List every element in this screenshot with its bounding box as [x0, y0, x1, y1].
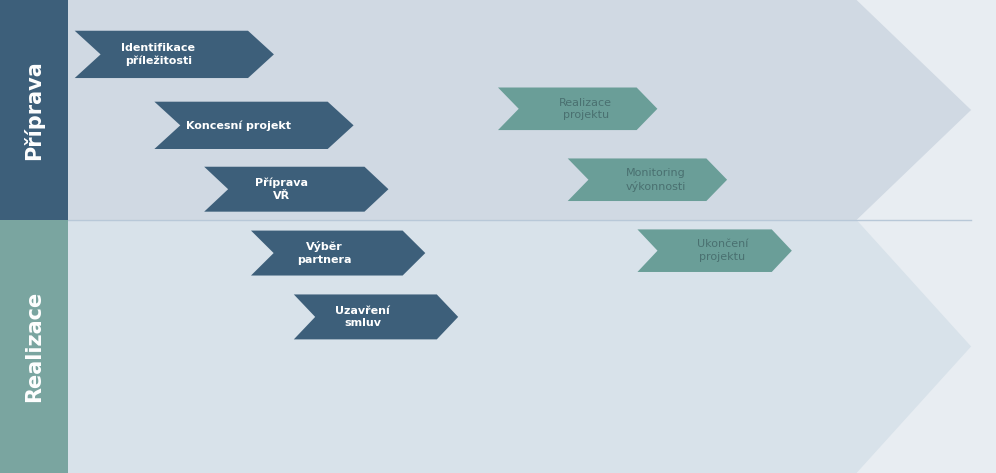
Text: Příprava: Příprava	[23, 60, 45, 160]
Text: Ukončení
projektu: Ukončení projektu	[696, 239, 748, 262]
Text: Monitoring
výkonnosti: Monitoring výkonnosti	[625, 168, 685, 192]
Polygon shape	[68, 0, 971, 220]
Bar	[0, 220, 68, 473]
Text: Realizace
projektu: Realizace projektu	[559, 97, 613, 120]
Polygon shape	[204, 167, 388, 212]
Polygon shape	[637, 229, 792, 272]
Polygon shape	[568, 158, 727, 201]
Text: Identifikace
příležitosti: Identifikace příležitosti	[122, 43, 195, 66]
Text: Koncesní projekt: Koncesní projekt	[185, 120, 291, 131]
Polygon shape	[498, 88, 657, 130]
Text: Příprava
VŘ: Příprava VŘ	[255, 178, 308, 201]
Polygon shape	[75, 31, 274, 78]
Bar	[0, 0, 68, 220]
Text: Realizace: Realizace	[24, 291, 44, 402]
Polygon shape	[154, 102, 354, 149]
Text: Uzavření
smluv: Uzavření smluv	[336, 306, 390, 328]
Polygon shape	[251, 230, 425, 275]
Polygon shape	[68, 220, 971, 473]
Polygon shape	[294, 294, 458, 340]
Text: Výběr
partnera: Výběr partnera	[297, 241, 352, 265]
